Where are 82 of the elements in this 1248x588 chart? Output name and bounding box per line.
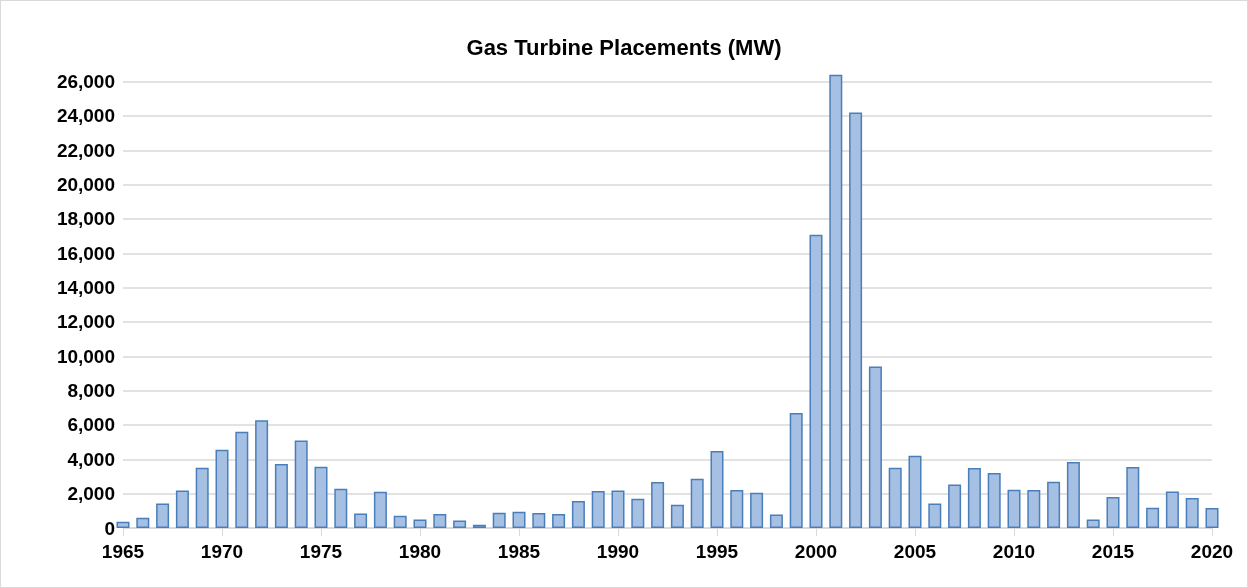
bar	[1126, 467, 1140, 528]
x-tick-label: 1970	[200, 541, 244, 562]
bar	[156, 503, 170, 528]
bar	[1106, 497, 1120, 528]
bar	[868, 366, 882, 528]
bar	[453, 520, 467, 528]
x-tick-label: 1965	[101, 541, 145, 562]
bar	[512, 511, 526, 528]
x-tick-label: 1975	[299, 541, 343, 562]
bar	[1086, 519, 1100, 528]
bar	[433, 514, 447, 528]
y-tick-label: 16,000	[56, 242, 115, 264]
bar	[255, 420, 269, 528]
y-tick-label: 20,000	[56, 174, 115, 196]
bar	[670, 504, 684, 528]
bar	[116, 521, 130, 528]
bar	[710, 451, 724, 528]
bar	[928, 503, 942, 528]
bar	[948, 484, 962, 528]
y-tick-label: 12,000	[56, 311, 115, 333]
bar	[235, 431, 249, 528]
bar	[413, 519, 427, 528]
x-tick-label: 2010	[992, 541, 1036, 562]
bar	[1185, 497, 1199, 528]
bar	[908, 455, 922, 528]
bar	[1047, 481, 1061, 528]
y-tick-label: 4,000	[67, 448, 115, 470]
y-tick-label: 0	[104, 517, 115, 539]
bar	[849, 112, 863, 528]
x-tick-label: 1990	[596, 541, 640, 562]
x-tick-label: 1985	[497, 541, 541, 562]
bar	[314, 466, 328, 528]
bar	[354, 513, 368, 528]
x-tick-label: 2005	[893, 541, 937, 562]
bar	[492, 512, 506, 528]
bar	[552, 514, 566, 528]
bar	[651, 481, 665, 528]
bar	[294, 440, 308, 528]
bar	[136, 517, 150, 528]
y-tick-label: 26,000	[56, 71, 115, 93]
bar	[334, 488, 348, 528]
bar	[215, 449, 229, 528]
x-tick-label: 2015	[1091, 541, 1135, 562]
y-tick-label: 2,000	[67, 483, 115, 505]
bar	[829, 74, 843, 528]
bar	[373, 491, 387, 528]
x-tick-label: 2020	[1190, 541, 1234, 562]
bar	[789, 412, 803, 528]
bar	[631, 498, 645, 528]
bar	[571, 501, 585, 528]
bar	[175, 490, 189, 528]
x-tick-label: 1980	[398, 541, 442, 562]
bar	[1205, 508, 1219, 528]
bar	[393, 515, 407, 528]
bar	[967, 468, 981, 528]
bar	[1146, 507, 1160, 528]
y-tick-label: 22,000	[56, 139, 115, 161]
bar	[769, 514, 783, 528]
bar	[1027, 490, 1041, 528]
bar	[690, 478, 704, 528]
y-tick-label: 10,000	[56, 345, 115, 367]
bar	[611, 490, 625, 528]
bar	[888, 467, 902, 528]
bar	[1066, 462, 1080, 528]
x-tick-label: 2000	[794, 541, 838, 562]
bar	[591, 491, 605, 528]
chart-title: Gas Turbine Placements (MW)	[466, 34, 782, 60]
y-tick-label: 14,000	[56, 277, 115, 299]
bar	[730, 490, 744, 528]
y-tick-label: 8,000	[67, 380, 115, 402]
bar	[1007, 489, 1021, 528]
y-tick-label: 18,000	[56, 208, 115, 230]
x-tick-label: 1995	[695, 541, 739, 562]
bar	[274, 463, 288, 528]
bar	[532, 513, 546, 528]
y-tick-label: 6,000	[67, 414, 115, 436]
bar	[195, 467, 209, 528]
y-tick-label: 24,000	[56, 105, 115, 127]
bar	[987, 473, 1001, 528]
bar	[750, 492, 764, 528]
bar	[809, 234, 823, 528]
bar	[1165, 491, 1179, 528]
